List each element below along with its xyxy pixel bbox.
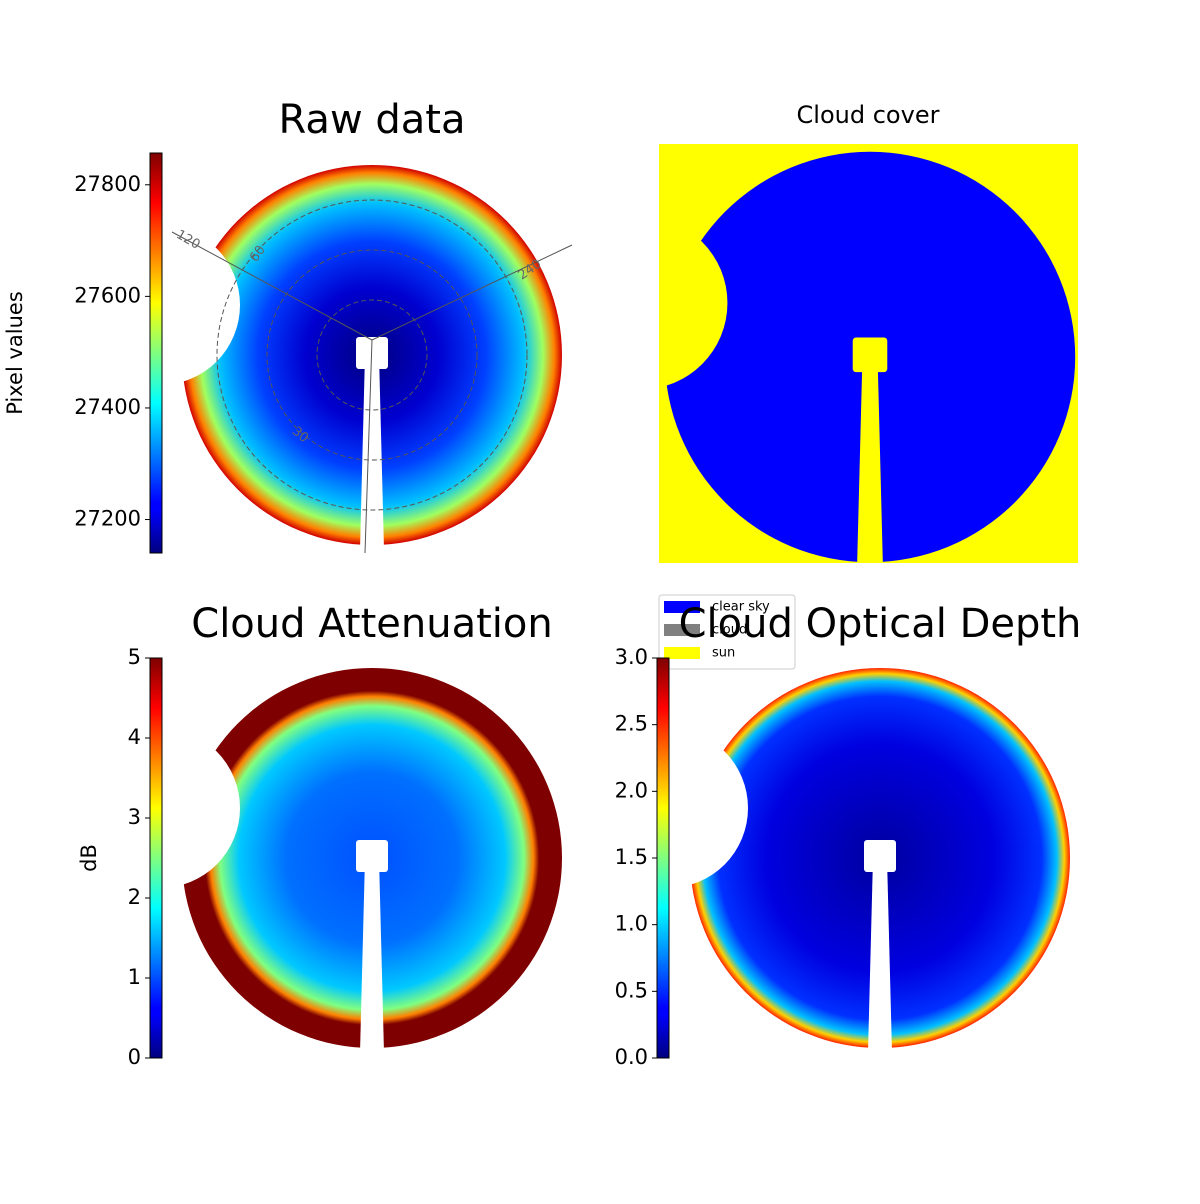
colorbar-tick-label: 27200 xyxy=(74,507,141,531)
legend-label: clear sky xyxy=(712,600,770,615)
colorbar-tick-label: 3 xyxy=(128,805,141,829)
colorbar-tick-label: 0 xyxy=(128,1045,141,1069)
legend-swatch xyxy=(664,624,700,636)
colorbar-tick-label: 1 xyxy=(128,965,141,989)
colorbar-tick-label: 5 xyxy=(128,645,141,669)
panel-title: Cloud cover xyxy=(797,101,940,129)
legend: clear sky cloud sun xyxy=(658,594,796,670)
colorbar-tick-label: 27800 xyxy=(74,172,141,196)
colorbar-label: Pixel values xyxy=(3,291,27,415)
polar-grid xyxy=(171,199,573,554)
clear-sky-area xyxy=(654,140,1086,573)
legend-swatch xyxy=(664,647,700,659)
colorbar-tick-label: 2.0 xyxy=(615,778,648,802)
colorbar-label: dB xyxy=(77,844,101,872)
colorbar-tick-label: 1.5 xyxy=(615,845,648,869)
colorbar-tick-label: 2.5 xyxy=(615,712,648,736)
legend-label: cloud xyxy=(712,623,747,638)
colorbar-tick-label: 3.0 xyxy=(615,645,648,669)
colorbar xyxy=(149,152,163,554)
colorbar-tick-label: 0.0 xyxy=(615,1045,648,1069)
sky-image xyxy=(172,658,572,1058)
colorbar xyxy=(656,657,670,1059)
sky-image xyxy=(680,658,1080,1058)
colorbar-tick-label: 27400 xyxy=(74,395,141,419)
panel-title: Cloud Attenuation xyxy=(191,601,552,647)
colorbar-tick-label: 2 xyxy=(128,885,141,909)
panel-title: Raw data xyxy=(279,97,466,143)
legend-label: sun xyxy=(712,646,735,661)
legend-swatch xyxy=(664,601,700,613)
colorbar-tick-label: 27600 xyxy=(74,283,141,307)
colorbar-tick-label: 4 xyxy=(128,725,141,749)
colorbar-tick-label: 1.0 xyxy=(615,912,648,936)
colorbar-tick-label: 0.5 xyxy=(615,978,648,1002)
colorbar xyxy=(149,657,163,1059)
panel-title: Cloud Optical Depth xyxy=(679,601,1082,647)
